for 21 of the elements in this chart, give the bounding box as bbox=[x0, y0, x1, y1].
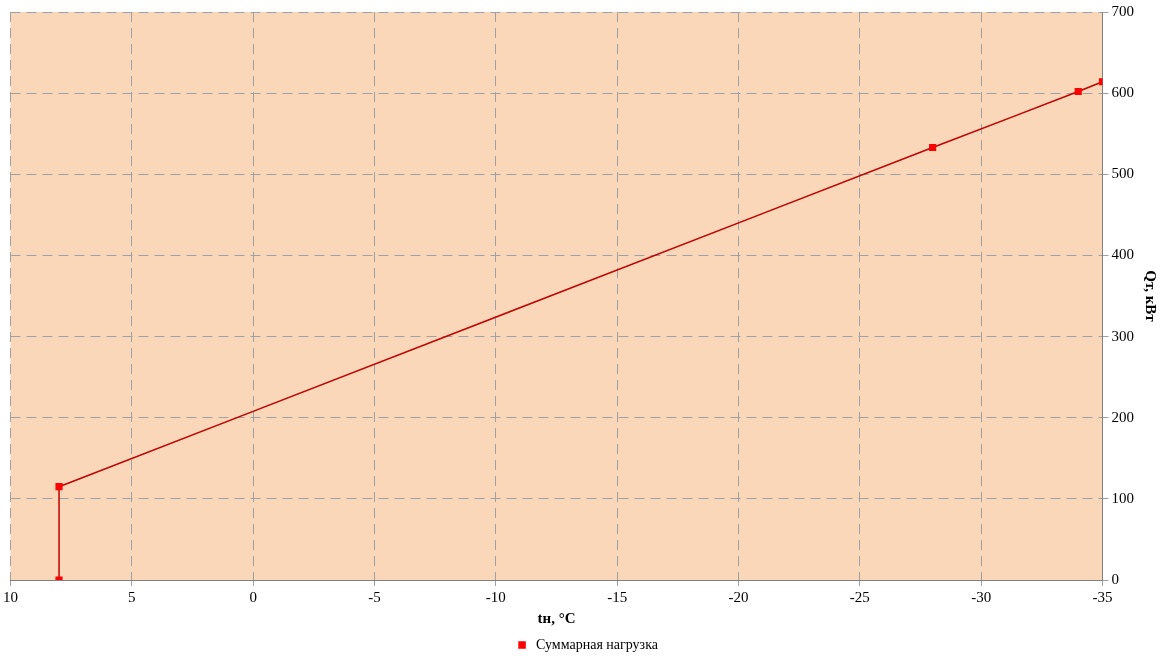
y-tick-label: 400 bbox=[1111, 246, 1134, 263]
x-tick-label: -15 bbox=[607, 588, 628, 605]
y-tick-label: 500 bbox=[1111, 165, 1134, 182]
y-tick-label: 0 bbox=[1111, 570, 1119, 587]
legend-label: Суммарная нагрузка bbox=[536, 636, 659, 652]
y-tick-label: 200 bbox=[1111, 408, 1134, 425]
y-tick-label: 300 bbox=[1111, 327, 1134, 344]
x-tick-label: 10 bbox=[3, 588, 18, 605]
y-tick-label: 700 bbox=[1111, 2, 1134, 19]
y-axis-title: Qт, кВт bbox=[1143, 270, 1160, 323]
x-tick-label: -25 bbox=[849, 588, 870, 605]
y-tick-label: 600 bbox=[1111, 84, 1134, 101]
x-tick-label: -5 bbox=[368, 588, 381, 605]
x-axis-title: tн, °C bbox=[537, 609, 576, 626]
x-tick-label: 0 bbox=[249, 588, 257, 605]
x-tick-label: -10 bbox=[485, 588, 506, 605]
x-tick-label: 5 bbox=[128, 588, 136, 605]
x-tick-label: -20 bbox=[728, 588, 749, 605]
x-tick-label: -35 bbox=[1092, 588, 1113, 605]
y-tick-label: 100 bbox=[1111, 489, 1134, 506]
x-tick-label: -30 bbox=[971, 588, 992, 605]
